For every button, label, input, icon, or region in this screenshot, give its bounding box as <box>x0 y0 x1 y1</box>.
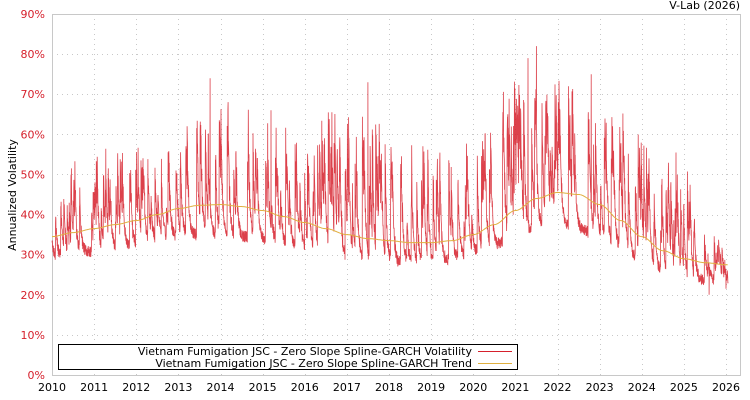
trend-line <box>52 192 728 266</box>
y-tick-label: 50% <box>21 168 45 181</box>
legend: Vietnam Fumigation JSC - Zero Slope Spli… <box>58 344 518 370</box>
x-tick-label: 2025 <box>670 381 698 394</box>
y-tick-label: 90% <box>21 8 45 21</box>
x-tick-label: 2014 <box>207 381 235 394</box>
y-axis-label: Annualized Volatility <box>6 139 19 251</box>
x-tick-label: 2018 <box>375 381 403 394</box>
y-tick-label: 40% <box>21 209 45 222</box>
x-tick-label: 2024 <box>628 381 656 394</box>
y-tick-label: 10% <box>21 329 45 342</box>
legend-label-trend: Vietnam Fumigation JSC - Zero Slope Spli… <box>155 357 472 370</box>
x-tick-label: 2021 <box>501 381 529 394</box>
y-tick-label: 70% <box>21 88 45 101</box>
y-tick-label: 0% <box>28 369 45 382</box>
legend-box <box>58 344 518 370</box>
x-tick-label: 2020 <box>459 381 487 394</box>
y-tick-label: 30% <box>21 249 45 262</box>
plot-frame <box>52 14 741 376</box>
x-tick-label: 2023 <box>586 381 614 394</box>
x-tick-label: 2017 <box>333 381 361 394</box>
y-tick-label: 60% <box>21 128 45 141</box>
x-tick-label: 2026 <box>712 381 740 394</box>
y-tick-label: 20% <box>21 289 45 302</box>
x-tick-label: 2015 <box>249 381 277 394</box>
legend-label-volatility: Vietnam Fumigation JSC - Zero Slope Spli… <box>138 345 473 358</box>
y-tick-label: 80% <box>21 48 45 61</box>
x-tick-label: 2010 <box>38 381 66 394</box>
x-tick-label: 2016 <box>291 381 319 394</box>
x-tick-label: 2013 <box>164 381 192 394</box>
x-tick-label: 2011 <box>80 381 108 394</box>
x-tick-label: 2012 <box>122 381 150 394</box>
volatility-series <box>51 46 729 295</box>
volatility-line <box>51 46 729 295</box>
credit-label: V-Lab (2026) <box>669 0 740 12</box>
x-tick-label: 2022 <box>544 381 572 394</box>
y-axis-ticks: 0% 10% 20% 30% 40% 50% 60% 70% 80% 90% <box>21 8 45 382</box>
x-axis-ticks: 2010 2011 2012 2013 2014 2015 2016 2017 2018 2019… <box>38 381 740 394</box>
x-tick-label: 2019 <box>417 381 445 394</box>
